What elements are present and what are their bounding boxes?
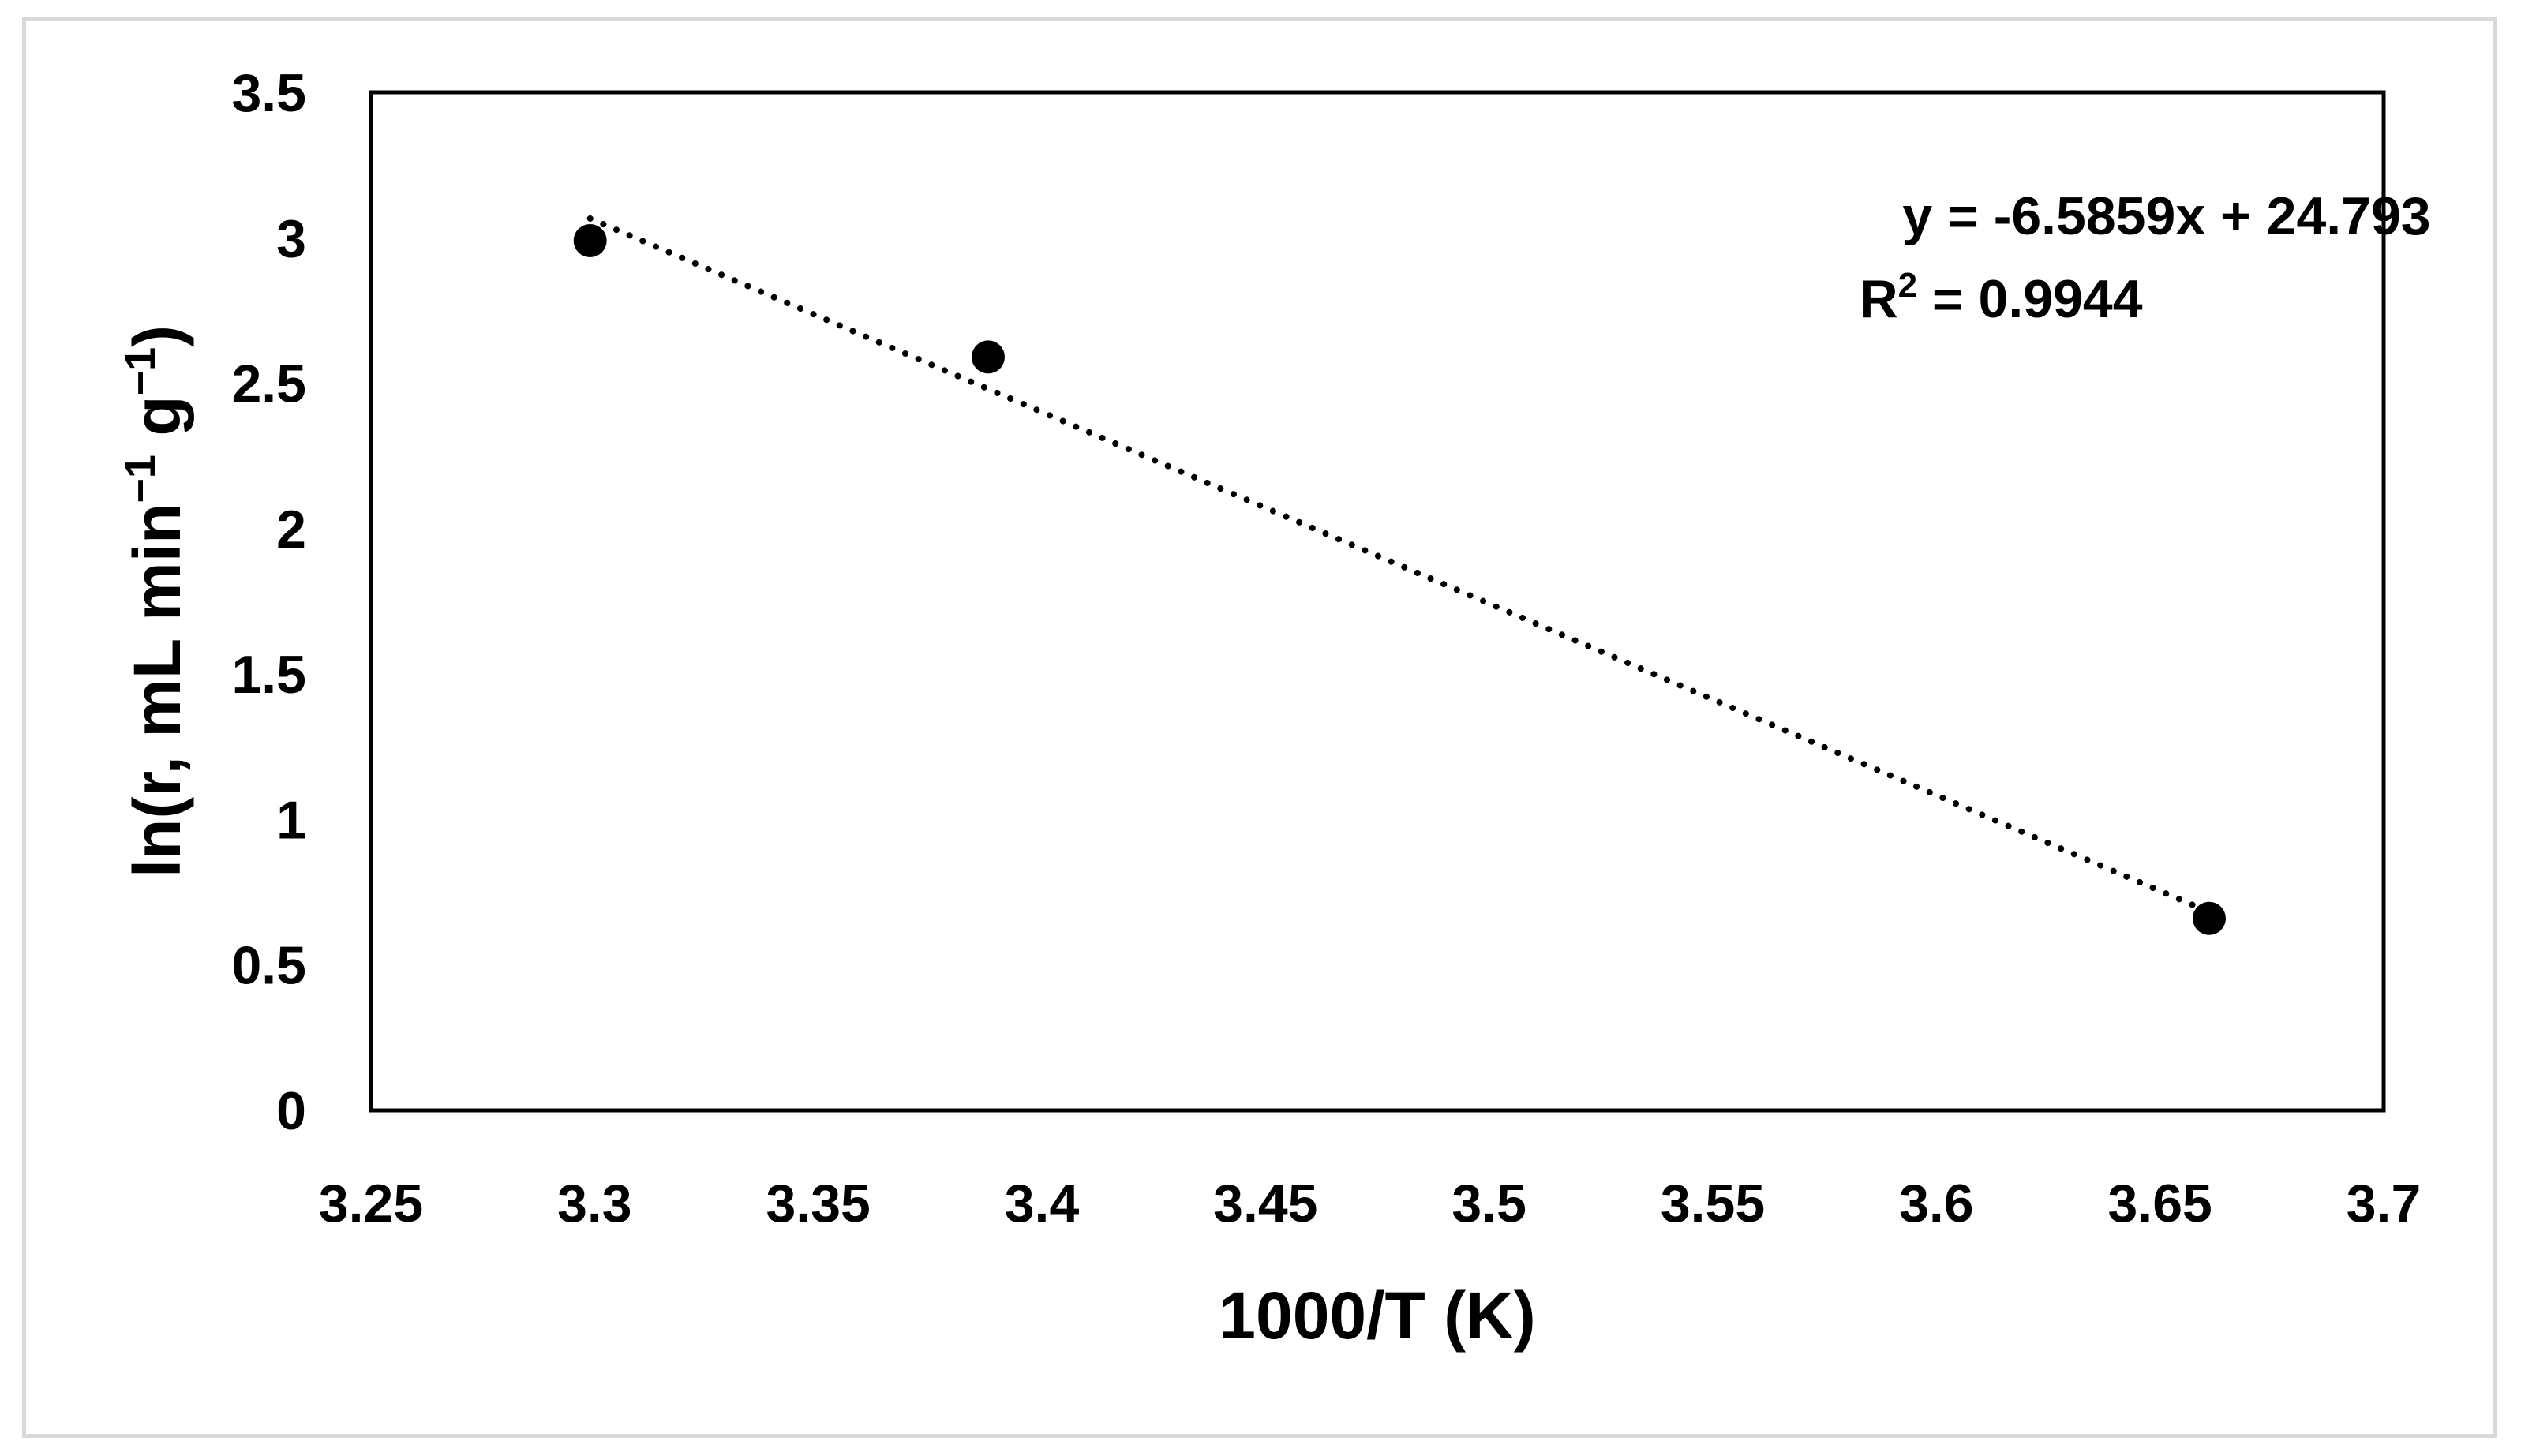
y-axis-title: ln(r, mL min−1 g−1)	[117, 325, 194, 878]
data-point	[573, 223, 607, 257]
y-tick-label: 0.5	[231, 936, 306, 996]
points-layer	[573, 223, 2226, 935]
r-squared-part: R	[1859, 269, 1897, 329]
x-tick-label: 3.3	[557, 1173, 632, 1233]
y-tick-label: 2	[276, 500, 306, 560]
x-tick-label: 3.35	[766, 1173, 870, 1233]
x-tick-label: 3.25	[319, 1173, 423, 1233]
data-point	[972, 340, 1005, 374]
y-tick-label: 3.5	[231, 63, 306, 123]
y-axis-title-part: ln(r, mL min	[120, 503, 194, 878]
r-squared-part: = 0.9944	[1917, 269, 2143, 329]
y-tick-label: 3	[276, 208, 306, 268]
trendline-r-squared: R2 = 0.9944	[1859, 266, 2142, 329]
x-tick-label: 3.5	[1452, 1173, 1526, 1233]
y-tick-label: 1	[276, 790, 306, 850]
trendline-equation: y = -6.5859x + 24.793	[1902, 186, 2430, 246]
y-tick-label: 2.5	[231, 354, 306, 414]
y-tick-label: 1.5	[231, 645, 306, 705]
y-tick-labels: 0 0.5 1 1.5 2 2.5 3 3.5	[231, 63, 306, 1141]
r-squared-superscript: 2	[1898, 266, 1917, 305]
data-point	[2193, 901, 2226, 935]
x-tick-label: 3.65	[2107, 1173, 2212, 1233]
y-axis-title-superscript: −1	[117, 347, 164, 396]
chart-frame	[22, 17, 2497, 1438]
x-tick-label: 3.45	[1213, 1173, 1317, 1233]
y-axis-title-part: g	[120, 395, 194, 455]
x-tick-label: 3.55	[1661, 1173, 1765, 1233]
y-axis-title-part: )	[120, 325, 194, 347]
y-tick-label: 0	[276, 1081, 306, 1141]
x-tick-label: 3.4	[1005, 1173, 1080, 1233]
x-axis-title: 1000/T (K)	[1219, 1278, 1535, 1353]
plot-area	[369, 90, 2386, 1113]
x-tick-label: 3.6	[1899, 1173, 1974, 1233]
x-tick-labels: 3.25 3.3 3.35 3.4 3.45 3.5 3.55 3.6 3.65 3.7	[319, 1173, 2421, 1233]
x-tick-label: 3.7	[2347, 1173, 2422, 1233]
y-axis-title-superscript: −1	[117, 455, 164, 503]
